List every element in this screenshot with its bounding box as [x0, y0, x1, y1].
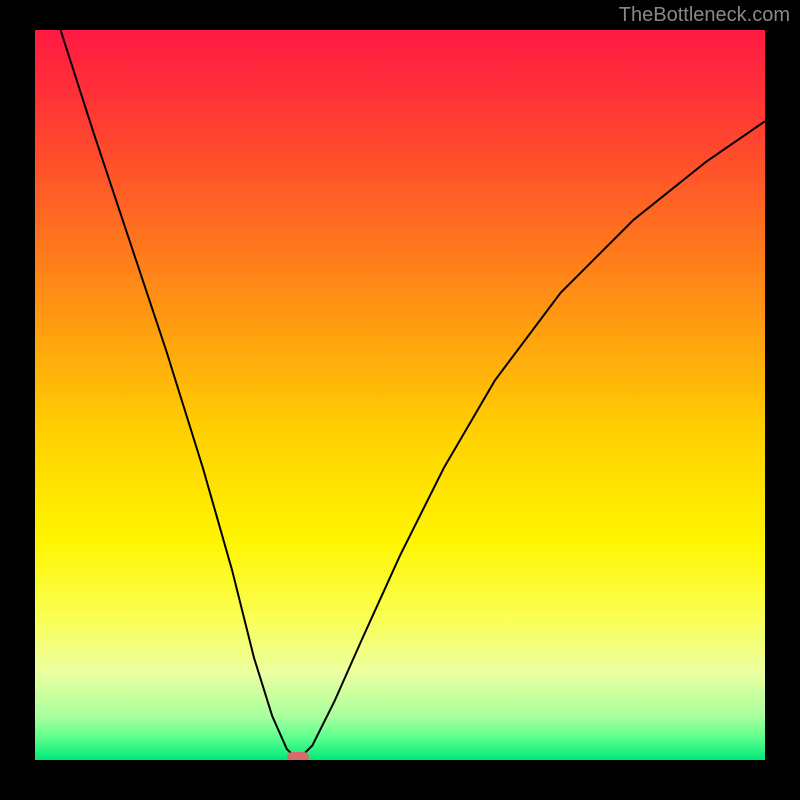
watermark-text: TheBottleneck.com: [619, 4, 790, 27]
bottleneck-curve: [35, 30, 765, 760]
bottleneck-marker: [287, 752, 309, 760]
plot-area: [35, 30, 765, 760]
